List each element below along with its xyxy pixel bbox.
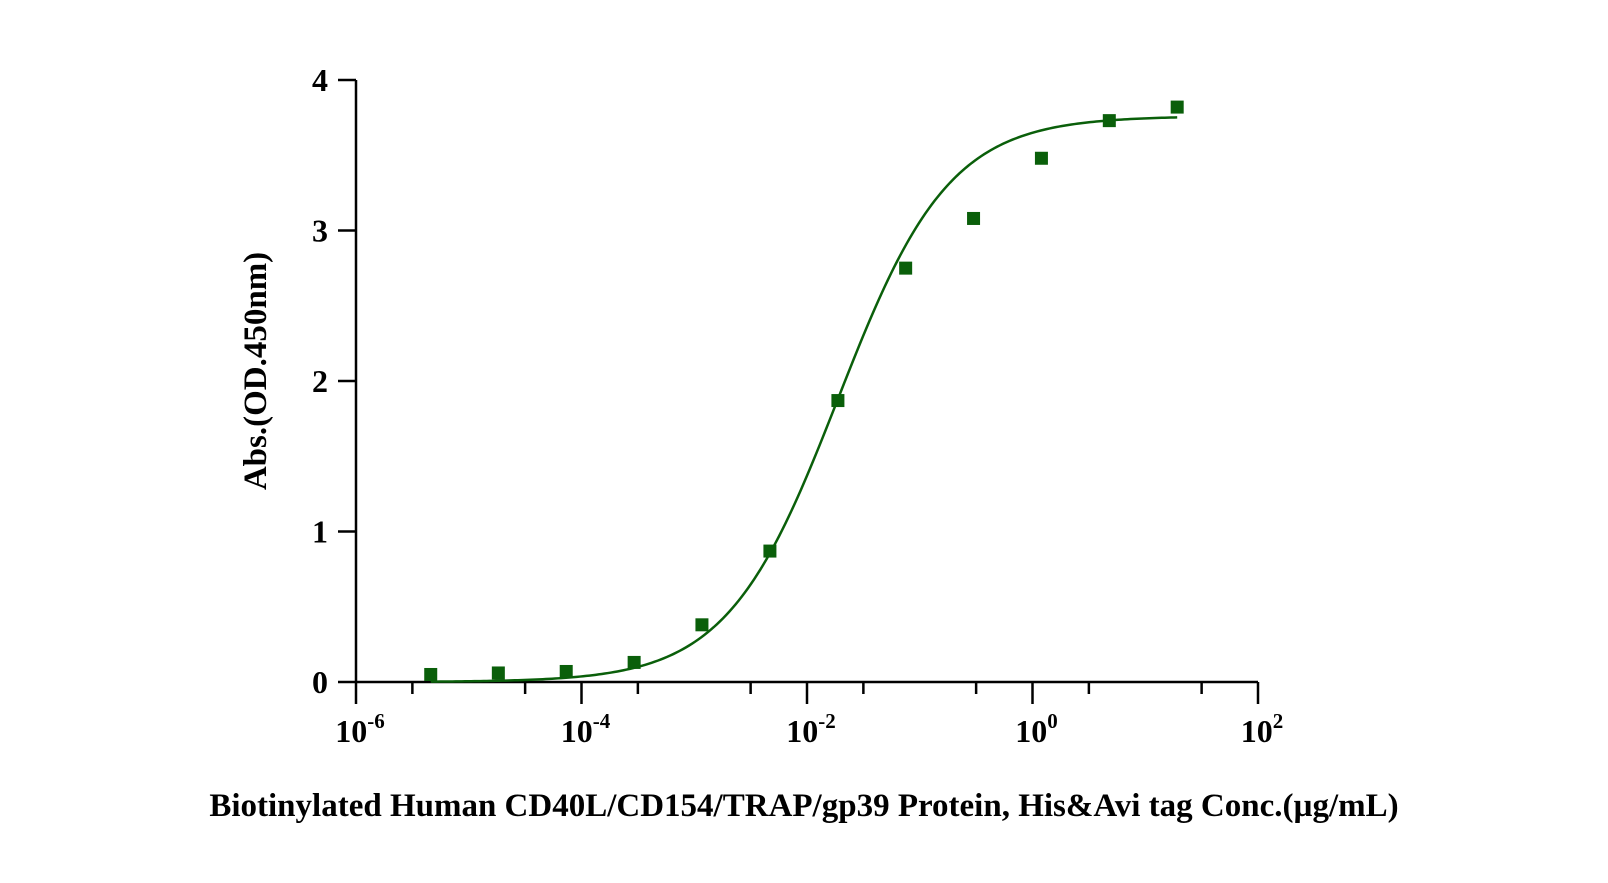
data-point <box>424 667 438 681</box>
x-axis-title: Biotinylated Human CD40L/CD154/TRAP/gp39… <box>209 788 1398 824</box>
x-tick-base: 10 <box>335 713 367 749</box>
y-tick-label: 0 <box>312 664 328 700</box>
x-tick-label: 10-2 <box>786 709 836 749</box>
y-tick-label: 2 <box>312 363 328 399</box>
data-point <box>1170 100 1184 114</box>
x-tick-label: 10-4 <box>561 709 611 749</box>
data-point <box>899 261 913 275</box>
x-tick-label: 100 <box>1015 709 1058 749</box>
data-point <box>1102 114 1116 128</box>
y-ticks: 0 1 2 3 4 <box>312 62 356 700</box>
y-tick-label: 4 <box>312 62 328 98</box>
y-tick-label: 3 <box>312 213 328 249</box>
data-point <box>627 655 641 669</box>
x-tick-label: 102 <box>1241 709 1284 749</box>
data-point <box>1034 151 1048 165</box>
data-point <box>695 618 709 632</box>
x-tick-base: 10 <box>1015 713 1047 749</box>
data-point <box>491 666 505 680</box>
x-tick-exponent: 0 <box>1047 709 1058 733</box>
x-tick-exponent: -6 <box>367 709 385 733</box>
data-point <box>831 394 845 408</box>
y-axis-title: Abs.(OD.450nm) <box>238 252 274 490</box>
y-tick-label: 1 <box>312 514 328 550</box>
x-tick-label: 10-6 <box>335 709 385 749</box>
x-tick-base: 10 <box>786 713 818 749</box>
x-tick-exponent: 2 <box>1273 709 1284 733</box>
x-ticks: 10-6 10-4 10-2 100 102 <box>335 682 1283 749</box>
x-tick-base: 10 <box>1241 713 1273 749</box>
data-point <box>763 544 777 558</box>
x-tick-base: 10 <box>561 713 593 749</box>
x-tick-exponent: -2 <box>818 709 836 733</box>
data-point <box>559 664 573 678</box>
data-point <box>967 211 981 225</box>
x-tick-exponent: -4 <box>593 709 611 733</box>
fit-curve <box>430 116 1178 683</box>
data-points <box>424 100 1184 681</box>
axes <box>354 80 1258 684</box>
